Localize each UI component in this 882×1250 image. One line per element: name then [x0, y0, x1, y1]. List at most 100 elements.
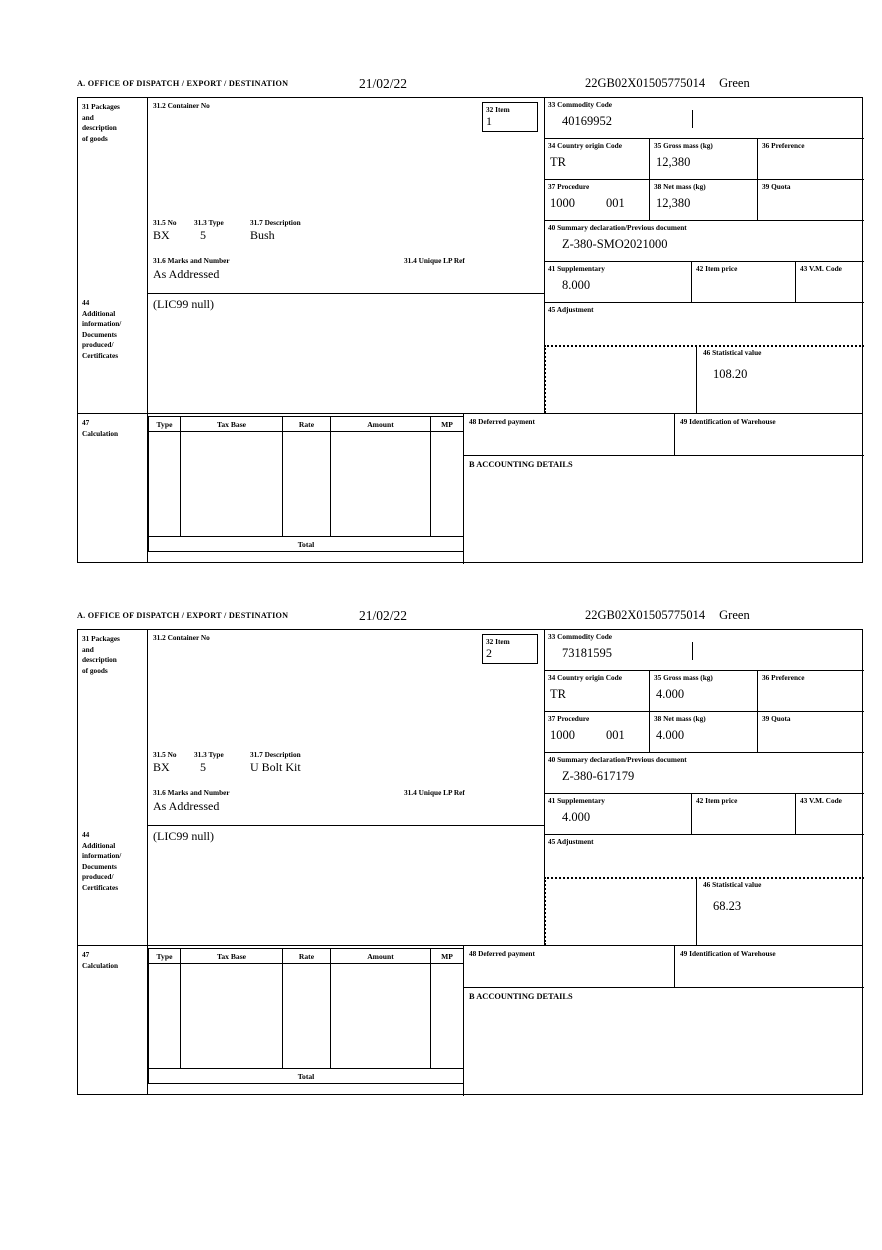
package-no-value: BX — [153, 760, 170, 774]
package-type-caption: 31.3 Type — [194, 218, 224, 227]
country-origin-code-caption: 34 Country origin Code — [548, 673, 622, 682]
form-header: A. OFFICE OF DISPATCH / EXPORT / DESTINA… — [77, 76, 863, 97]
supplementary-value: 4.000 — [562, 810, 591, 824]
column-header-mp: MP — [430, 948, 464, 964]
country-origin-code-caption: 34 Country origin Code — [548, 141, 622, 150]
package-type-value: 5 — [200, 228, 206, 242]
statistical-value-left-spacer — [544, 345, 696, 413]
package-description-caption: 31.7 Description — [250, 218, 301, 227]
box-31-label: 31 Packages and description of goods — [82, 634, 120, 675]
cell-tax-base — [180, 431, 283, 537]
net-mass-value: 12,380 — [656, 196, 691, 210]
statistical-value-region: 46 Statistical value 68.23 — [544, 877, 864, 945]
route-status: Green — [719, 76, 750, 90]
left-label-column: 31 Packages and description of goods 44 … — [78, 630, 148, 945]
calculation-header-row: Type Tax Base Rate Amount MP — [148, 948, 464, 964]
gross-mass-value: 12,380 — [656, 155, 691, 169]
mrn-value: 22GB02X01505775014 — [585, 608, 706, 622]
adjustment-caption: 45 Adjustment — [548, 305, 594, 314]
summary-declaration-value: Z-380-SMO2021000 — [562, 237, 668, 251]
box-47-label: 47 Calculation — [82, 418, 119, 438]
box-31-label: 31 Packages and description of goods — [82, 102, 120, 143]
box-47-label-column: 47 Calculation — [78, 414, 148, 562]
box-34-country-origin-code: 34 Country origin Code TR — [544, 671, 650, 712]
item-number-value: 2 — [486, 646, 492, 660]
calculation-header-row: Type Tax Base Rate Amount MP — [148, 416, 464, 432]
vm-code-caption: 43 V.M. Code — [800, 796, 842, 805]
package-no-caption: 31.5 No — [153, 218, 177, 227]
top-region: 31 Packages and description of goods 44 … — [78, 630, 864, 945]
package-no-value: BX — [153, 228, 170, 242]
cell-mp — [430, 431, 464, 537]
additional-information-value: (LIC99 null) — [153, 297, 214, 311]
cell-amount — [330, 431, 431, 537]
marks-and-number-caption: 31.6 Marks and Number — [153, 788, 230, 797]
item-price-caption: 42 Item price — [696, 264, 738, 273]
box-49-identification-of-warehouse: 49 Identification of Warehouse — [674, 414, 864, 456]
accounting-details-caption: B ACCOUNTING DETAILS — [469, 992, 573, 1001]
column-header-tax-base: Tax Base — [180, 416, 283, 432]
column-header-amount: Amount — [330, 416, 431, 432]
procedure-caption: 37 Procedure — [548, 182, 590, 191]
box-35-gross-mass: 35 Gross mass (kg) 4.000 — [650, 671, 758, 712]
commodity-code-divider-tick — [692, 110, 693, 128]
box-43-vm-code: 43 V.M. Code — [796, 262, 864, 303]
calculation-total-row: Total — [148, 536, 464, 552]
box-33-commodity-code: 33 Commodity Code 40169952 — [544, 98, 864, 139]
declaration-form-item-2: A. OFFICE OF DISPATCH / EXPORT / DESTINA… — [77, 608, 864, 1096]
marks-row: 31.6 Marks and Number 31.4 Unique LP Ref… — [153, 788, 541, 813]
form-header: A. OFFICE OF DISPATCH / EXPORT / DESTINA… — [77, 608, 863, 629]
mrn-value: 22GB02X01505775014 — [585, 76, 706, 90]
top-region: 31 Packages and description of goods 44 … — [78, 98, 864, 413]
box-32-item: 32 Item 2 — [482, 634, 538, 664]
cell-tax-base — [180, 963, 283, 1069]
container-no-caption: 31.2 Container No — [153, 101, 210, 110]
box-39-quota: 39 Quota — [758, 180, 864, 221]
statistical-value-caption: 46 Statistical value — [703, 880, 762, 889]
procedure-additional-value: 001 — [606, 728, 625, 742]
gross-mass-value: 4.000 — [656, 687, 685, 701]
marks-and-number-value: As Addressed — [153, 267, 220, 281]
marks-and-number-value: As Addressed — [153, 799, 220, 813]
box-47-label-column: 47 Calculation — [78, 946, 148, 1094]
box-46-statistical-value: 46 Statistical value 108.20 — [696, 345, 864, 413]
statistical-value-region: 46 Statistical value 108.20 — [544, 345, 864, 413]
declaration-form-item-1: A. OFFICE OF DISPATCH / EXPORT / DESTINA… — [77, 76, 864, 564]
column-header-amount: Amount — [330, 948, 431, 964]
cell-rate — [282, 963, 331, 1069]
column-header-mp: MP — [430, 416, 464, 432]
box-40-summary-declaration: 40 Summary declaration/Previous document… — [544, 221, 864, 262]
quota-caption: 39 Quota — [762, 714, 791, 723]
bottom-region: 47 Calculation Type Tax Base Rate Amount… — [78, 945, 864, 1096]
summary-declaration-caption: 40 Summary declaration/Previous document — [548, 223, 687, 232]
statistical-value-amount: 68.23 — [713, 899, 742, 913]
statistical-value-caption: 46 Statistical value — [703, 348, 762, 357]
accounting-details-caption: B ACCOUNTING DETAILS — [469, 460, 573, 469]
bottom-region: 47 Calculation Type Tax Base Rate Amount… — [78, 413, 864, 564]
calculation-total-row: Total — [148, 1068, 464, 1084]
box-42-item-price: 42 Item price — [692, 262, 796, 303]
box-40-summary-declaration: 40 Summary declaration/Previous document… — [544, 753, 864, 794]
box-31-packages: 31.2 Container No 31.5 No 31.3 Type 31.7… — [148, 630, 544, 826]
calculation-body-row — [148, 431, 464, 537]
box-44-additional-information: (LIC99 null) — [148, 826, 544, 945]
deferred-payment-caption: 48 Deferred payment — [469, 417, 535, 426]
box-b-accounting-details: B ACCOUNTING DETAILS — [463, 988, 864, 1096]
declaration-date: 21/02/22 — [359, 608, 408, 623]
box-49-identification-of-warehouse: 49 Identification of Warehouse — [674, 946, 864, 988]
column-header-type: Type — [148, 416, 181, 432]
box-b-accounting-details: B ACCOUNTING DETAILS — [463, 456, 864, 564]
box-36-preference: 36 Preference — [758, 671, 864, 712]
statistical-value-left-spacer — [544, 877, 696, 945]
package-description-caption: 31.7 Description — [250, 750, 301, 759]
package-no-caption: 31.5 No — [153, 750, 177, 759]
vertical-divider-top — [544, 98, 545, 294]
calculation-body-row — [148, 963, 464, 1069]
net-mass-value: 4.000 — [656, 728, 685, 742]
box-38-net-mass: 38 Net mass (kg) 4.000 — [650, 712, 758, 753]
box-36-preference: 36 Preference — [758, 139, 864, 180]
box-44-additional-information: (LIC99 null) — [148, 294, 544, 413]
net-mass-caption: 38 Net mass (kg) — [654, 714, 706, 723]
right-column: 33 Commodity Code 40169952 34 Country or… — [544, 98, 864, 413]
item-number-value: 1 — [486, 114, 492, 128]
